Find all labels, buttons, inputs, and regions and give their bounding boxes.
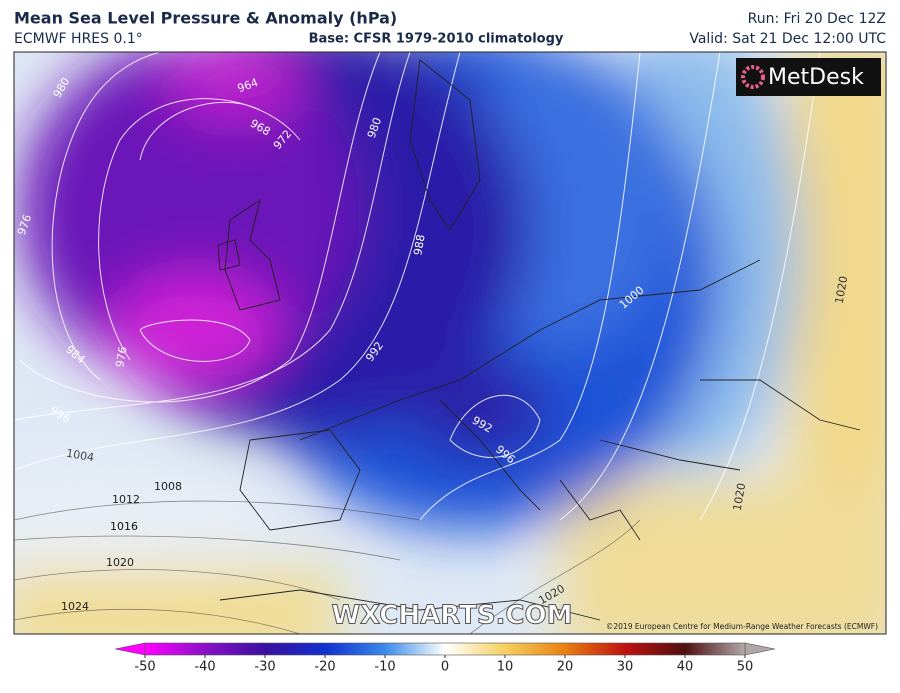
colorbar-tick-label: 10 bbox=[497, 660, 514, 675]
base: Base: CFSR 1979-2010 climatology bbox=[309, 32, 564, 47]
colorbar-tick-label: 50 bbox=[737, 660, 754, 675]
contour-label: 1016 bbox=[110, 520, 138, 533]
colorbar-tick-label: 30 bbox=[617, 660, 634, 675]
colorbar-min-arrow bbox=[114, 642, 146, 656]
colorbar-tick-label: 40 bbox=[677, 660, 694, 675]
title: Mean Sea Level Pressure & Anomaly (hPa) bbox=[14, 9, 397, 28]
colorbar-tick-label: -30 bbox=[254, 660, 275, 675]
watermark: WXCHARTS.COM bbox=[331, 601, 572, 631]
logo: MetDesk bbox=[768, 65, 864, 90]
contour-label: 988 bbox=[411, 233, 427, 256]
colorbar-tick-label: -20 bbox=[314, 660, 335, 675]
contour-label: 976 bbox=[113, 345, 129, 368]
contour-label: 1012 bbox=[112, 493, 140, 506]
contour-label: 1008 bbox=[154, 480, 182, 493]
colorbar-tick-label: -50 bbox=[134, 660, 155, 675]
contour-label: 1024 bbox=[61, 600, 89, 613]
contour-label: 1020 bbox=[833, 275, 851, 305]
contour-label: 1020 bbox=[731, 482, 749, 512]
colorbar-tick-label: 20 bbox=[557, 660, 574, 675]
logo-icon bbox=[741, 65, 765, 89]
colorbar-tick-label: 0 bbox=[441, 660, 449, 675]
colorbar bbox=[144, 642, 746, 656]
map-frame bbox=[13, 51, 887, 635]
logo-box bbox=[736, 58, 881, 96]
model: ECMWF HRES 0.1° bbox=[14, 31, 143, 47]
map bbox=[14, 52, 886, 634]
run: Run: Fri 20 Dec 12Z bbox=[748, 11, 886, 27]
contour-label: 1020 bbox=[106, 556, 134, 569]
colorbar-tick-label: -10 bbox=[374, 660, 395, 675]
copyright: ©2019 European Centre for Medium-Range W… bbox=[606, 622, 878, 631]
contour-label: 1004 bbox=[65, 447, 95, 465]
colorbar-tick-label: -40 bbox=[194, 660, 215, 675]
colorbar-max-arrow bbox=[744, 642, 776, 656]
valid: Valid: Sat 21 Dec 12:00 UTC bbox=[689, 31, 886, 47]
